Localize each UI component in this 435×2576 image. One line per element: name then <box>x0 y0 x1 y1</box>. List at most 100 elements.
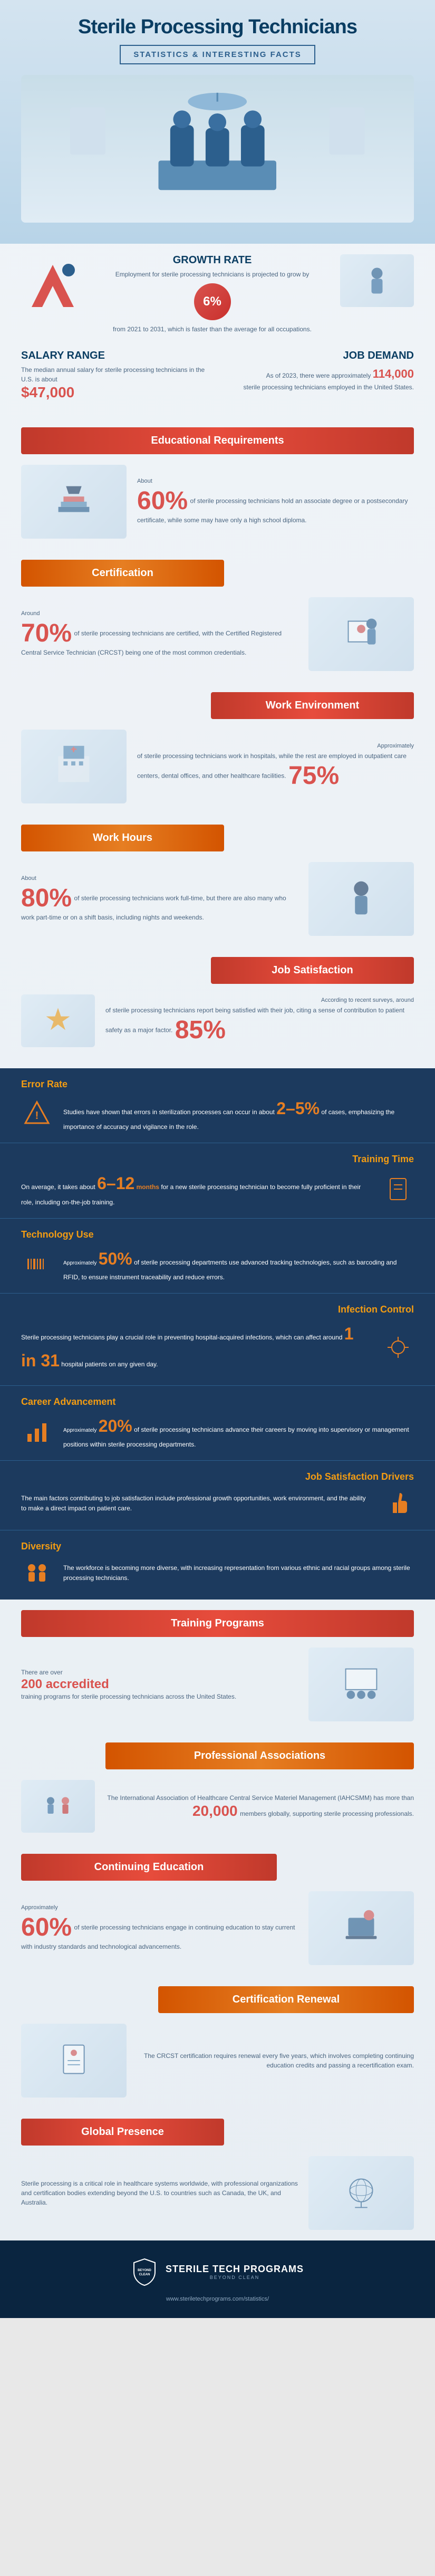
subtitle-banner: STATISTICS & INTERESTING FACTS <box>120 45 315 64</box>
contedu-banner: Continuing Education <box>21 1854 277 1881</box>
satdrivers-text: The main factors contributing to job sat… <box>21 1493 372 1514</box>
demand-post: sterile processing technicians employed … <box>226 382 414 392</box>
certificate-icon <box>324 608 398 660</box>
contedu-content: Approximately 60% of sterile processing … <box>0 1881 435 1976</box>
hospital-icon <box>37 741 111 792</box>
laptop-icon <box>324 1902 398 1954</box>
workenv-text-area: Approximately of sterile processing tech… <box>137 743 414 790</box>
certification-content: Around 70% of sterile processing technic… <box>0 587 435 682</box>
contedu-percent: 60% <box>21 1913 72 1942</box>
satdrivers-section: Job Satisfaction Drivers The main factor… <box>0 1460 435 1530</box>
learning-illustration <box>308 1891 414 1965</box>
error-pre: Studies have shown that errors in steril… <box>63 1108 275 1116</box>
tech-heading: Technology Use <box>21 1229 414 1240</box>
tech-use-section: Technology Use Approximately 50% of ster… <box>0 1218 435 1293</box>
global-banner: Global Presence <box>21 2119 224 2146</box>
trainingprog-banner: Training Programs <box>21 1610 414 1637</box>
career-heading: Career Advancement <box>21 1396 414 1407</box>
trainingprog-pre: There are over <box>21 1668 298 1677</box>
global-content: Sterile processing is a critical role in… <box>0 2146 435 2240</box>
growth-rate-block: GROWTH RATE Employment for sterile proce… <box>95 254 330 334</box>
training-value: 6–12 <box>97 1174 134 1193</box>
shield-logo-icon: BEYOND CLEAN <box>131 2256 158 2288</box>
workenv-percent: 75% <box>288 761 339 790</box>
workhours-content: About 80% of sterile processing technici… <box>0 851 435 946</box>
diversity-heading: Diversity <box>21 1541 414 1552</box>
profassoc-post: members globally, supporting sterile pro… <box>240 1810 414 1817</box>
diversity-section: Diversity The workforce is becoming more… <box>0 1530 435 1600</box>
training-pre: On average, it takes about <box>21 1183 95 1191</box>
error-value: 2–5% <box>276 1099 320 1118</box>
education-label: About <box>137 478 414 484</box>
certrenew-text: The CRCST certification requires renewal… <box>137 2051 414 2070</box>
profassoc-text-area: The International Association of Healthc… <box>105 1793 414 1820</box>
main-title: Sterile Processing Technicians <box>21 16 414 39</box>
workhours-percent: 80% <box>21 884 72 913</box>
jobsat-content: According to recent surveys, around of s… <box>0 984 435 1058</box>
top-stats-row: GROWTH RATE Employment for sterile proce… <box>0 244 435 344</box>
certification-text-area: Around 70% of sterile processing technic… <box>21 610 298 658</box>
jobsat-banner: Job Satisfaction <box>211 957 414 984</box>
jobsat-text-area: According to recent surveys, around of s… <box>105 997 414 1045</box>
workenv-banner: Work Environment <box>211 692 414 719</box>
growth-text-pre: Employment for sterile processing techni… <box>95 270 330 279</box>
globe-icon <box>324 2167 398 2219</box>
clipboard-icon <box>382 1173 414 1205</box>
workenv-label: Approximately <box>137 743 414 749</box>
certrenew-banner: Certification Renewal <box>158 1986 414 2013</box>
growth-arrow-illustration <box>21 254 84 318</box>
logo-main-text: STERILE TECH PROGRAMS <box>166 2264 304 2275</box>
salary-text: The median annual salary for sterile pro… <box>21 365 210 384</box>
tech-percent: 50% <box>99 1249 132 1268</box>
svg-text:!: ! <box>35 1110 39 1122</box>
certification-percent: 70% <box>21 619 72 648</box>
workenv-content: Approximately of sterile processing tech… <box>0 719 435 814</box>
satdrivers-heading: Job Satisfaction Drivers <box>21 1471 414 1482</box>
workhours-text-area: About 80% of sterile processing technici… <box>21 875 298 923</box>
logo-text-block: STERILE TECH PROGRAMS BEYOND CLEAN <box>166 2264 304 2280</box>
certrenew-text-area: The CRCST certification requires renewal… <box>137 2051 414 2070</box>
handshake-icon <box>32 1788 84 1825</box>
chart-up-icon <box>21 1415 53 1447</box>
salary-value: $47,000 <box>21 384 210 401</box>
virus-icon <box>382 1332 414 1363</box>
document-icon <box>37 2035 111 2086</box>
surgery-scene-icon <box>41 82 394 215</box>
diversity-text: The workforce is becoming more diverse, … <box>63 1563 414 1583</box>
contedu-text-area: Approximately 60% of sterile processing … <box>21 1904 298 1952</box>
education-banner: Educational Requirements <box>21 427 414 454</box>
people-icon <box>21 1557 53 1589</box>
logo-sub-text: BEYOND CLEAN <box>166 2275 304 2280</box>
handshake-illustration <box>21 1780 95 1833</box>
books-illustration <box>21 465 127 539</box>
career-label: Approximately <box>63 1428 96 1433</box>
growth-text-post: from 2021 to 2031, which is faster than … <box>95 324 330 334</box>
profassoc-banner: Professional Associations <box>105 1742 414 1769</box>
star-icon <box>32 1002 84 1039</box>
tech-label: Approximately <box>63 1260 96 1266</box>
arrow-up-icon <box>21 254 84 318</box>
person-illustration <box>340 254 414 307</box>
certificate-illustration <box>308 597 414 671</box>
demand-pre: As of 2023, there were approximately <box>266 372 371 379</box>
growth-percent-circle: 6% <box>194 283 231 320</box>
trainingprog-text-area: There are over 200 accredited training p… <box>21 1668 298 1701</box>
trainingprog-post: training programs for sterile processing… <box>21 1692 298 1701</box>
footer: BEYOND CLEAN STERILE TECH PROGRAMS BEYON… <box>0 2240 435 2318</box>
logo-row: BEYOND CLEAN STERILE TECH PROGRAMS BEYON… <box>16 2256 419 2288</box>
classroom-illustration <box>308 1648 414 1721</box>
renewal-illustration <box>21 2024 127 2098</box>
global-text-area: Sterile processing is a critical role in… <box>21 2179 298 2207</box>
profassoc-value: 20,000 <box>192 1803 238 1819</box>
infection-heading: Infection Control <box>21 1304 414 1315</box>
header: Sterile Processing Technicians STATISTIC… <box>0 0 435 244</box>
hero-illustration <box>21 75 414 223</box>
growth-heading: GROWTH RATE <box>95 254 330 266</box>
certification-banner: Certification <box>21 560 224 587</box>
profassoc-content: The International Association of Healthc… <box>0 1769 435 1843</box>
worker-illustration <box>308 862 414 936</box>
workenv-desc: of sterile processing technicians work i… <box>137 752 407 780</box>
workhours-label: About <box>21 875 298 882</box>
star-illustration <box>21 994 95 1047</box>
demand-block: JOB DEMAND As of 2023, there were approx… <box>226 350 414 401</box>
